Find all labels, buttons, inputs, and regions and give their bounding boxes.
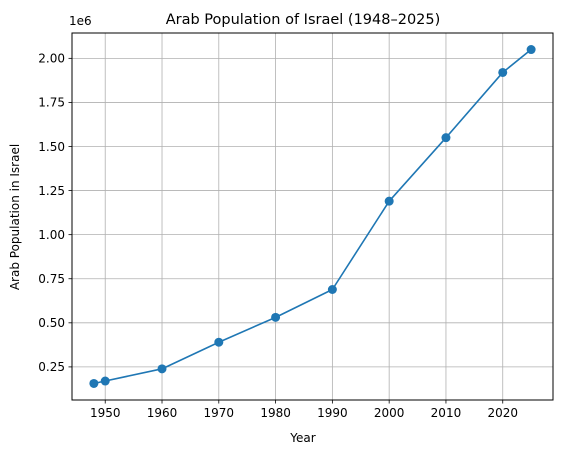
y-tick-label: 1.50 (38, 140, 65, 154)
grid (72, 33, 553, 400)
data-point (100, 376, 110, 386)
x-axis-label: Year (289, 431, 315, 445)
x-tick-label: 2010 (431, 406, 462, 420)
y-tick-label: 0.50 (38, 316, 65, 330)
x-tick-label: 1960 (147, 406, 178, 420)
data-point (498, 67, 508, 77)
data-point (327, 284, 337, 294)
x-tick-label: 1950 (90, 406, 121, 420)
x-tick-label: 2000 (374, 406, 405, 420)
y-tick-label: 1.75 (38, 96, 65, 110)
data-point (157, 364, 167, 374)
y-tick-label: 1.25 (38, 184, 65, 198)
data-point (89, 378, 99, 388)
chart-title: Arab Population of Israel (1948–2025) (166, 12, 441, 28)
data-point (384, 196, 394, 206)
y-tick-label: 0.75 (38, 272, 65, 286)
series-group (89, 45, 536, 388)
plot-frame (71, 32, 554, 401)
y-axis-label: Arab Population in Israel (8, 144, 22, 290)
y-offset-label: 1e6 (69, 14, 92, 28)
x-tick-label: 2020 (487, 406, 518, 420)
data-point (271, 312, 281, 322)
x-tick-label: 1990 (317, 406, 348, 420)
data-point (214, 337, 224, 347)
y-axis-ticks: 0.25 0.50 0.75 1.00 1.25 1.50 1.75 2.00 (38, 52, 72, 374)
data-point (526, 45, 536, 55)
series-line (93, 48, 532, 385)
x-tick-label: 1980 (260, 406, 291, 420)
y-tick-label: 0.25 (38, 360, 65, 374)
x-tick-label: 1970 (204, 406, 235, 420)
x-axis-ticks: 1950 1960 1970 1980 1990 2000 2010 2020 (90, 400, 518, 420)
y-tick-label: 2.00 (38, 52, 65, 66)
data-point (441, 133, 451, 143)
y-tick-label: 1.00 (38, 228, 65, 242)
